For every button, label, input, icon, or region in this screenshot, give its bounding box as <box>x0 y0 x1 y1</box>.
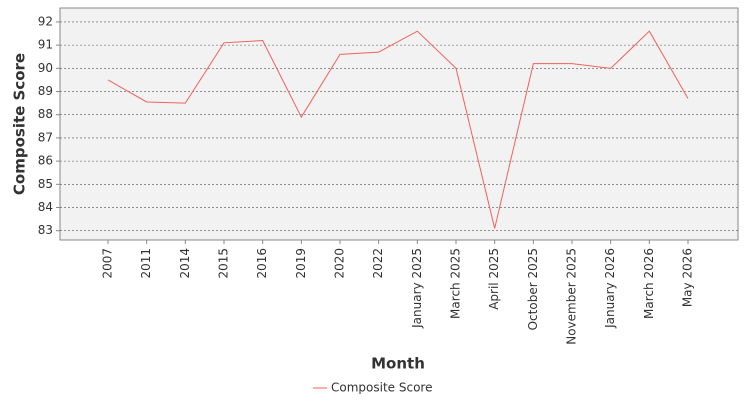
y-tick-label: 86 <box>38 154 53 168</box>
x-tick-label: January 2025 <box>410 248 424 329</box>
y-tick-label: 83 <box>38 223 53 237</box>
y-tick-label: 91 <box>38 38 53 52</box>
y-tick-label: 90 <box>38 61 53 75</box>
x-tick-label: 2014 <box>178 248 192 279</box>
x-tick-label: March 2025 <box>449 248 463 319</box>
y-tick-label: 92 <box>38 14 53 28</box>
y-tick-label: 88 <box>38 107 53 121</box>
y-tick-label: 89 <box>38 84 53 98</box>
y-tick-label: 84 <box>38 200 53 214</box>
x-tick-label: January 2026 <box>603 248 617 329</box>
y-axis-title: Composite Score <box>11 53 29 195</box>
data-line <box>107 30 689 229</box>
plot-area <box>59 7 739 241</box>
y-tick-label: 87 <box>38 130 53 144</box>
x-tick-label: 2022 <box>371 248 385 279</box>
x-tick-label: 2011 <box>139 248 153 279</box>
x-tick-label: May 2026 <box>681 248 695 307</box>
x-tick-label: March 2026 <box>642 248 656 319</box>
y-tick-label: 85 <box>38 177 53 191</box>
x-tick-label: October 2025 <box>526 248 540 330</box>
legend-label: Composite Score <box>331 381 432 395</box>
x-tick-label: November 2025 <box>565 248 579 345</box>
x-tick-label: 2020 <box>333 248 347 279</box>
x-axis-title: Month <box>371 355 425 373</box>
x-tick-label: April 2025 <box>487 248 501 310</box>
x-tick-label: 2016 <box>255 248 269 279</box>
x-tick-label: 2007 <box>101 248 115 279</box>
x-tick-label: 2015 <box>217 248 231 279</box>
x-tick-label: 2019 <box>294 248 308 279</box>
